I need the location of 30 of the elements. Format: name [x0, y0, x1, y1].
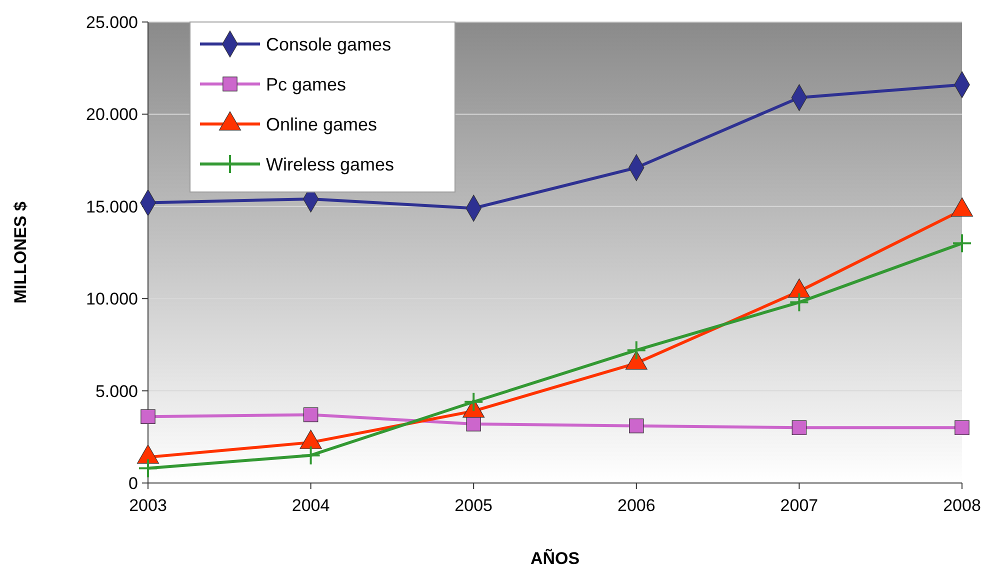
legend-label: Pc games	[266, 74, 346, 94]
y-tick-label: 0	[128, 474, 138, 493]
point	[140, 409, 156, 424]
point	[626, 340, 646, 360]
point	[952, 233, 972, 254]
y-tick-label: 10.000	[86, 290, 138, 309]
point	[138, 458, 158, 478]
x-tick-label: 2008	[943, 496, 981, 515]
x-axis-title: AÑOS	[530, 548, 580, 568]
y-tick-label: 5.000	[95, 382, 138, 401]
legend-label: Online games	[266, 114, 378, 134]
point	[303, 407, 318, 422]
point	[466, 416, 481, 432]
y-tick-label: 15.000	[86, 197, 138, 216]
y-tick-label: 20.000	[86, 105, 138, 124]
point	[464, 392, 484, 412]
x-tick-label: 2005	[454, 496, 493, 515]
point	[300, 445, 321, 466]
point	[954, 420, 970, 436]
x-tick-label: 2004	[292, 496, 330, 515]
point	[629, 418, 644, 434]
x-tick-label: 2003	[129, 496, 167, 515]
y-axis-title: MILLONES $	[11, 200, 30, 304]
point	[789, 292, 810, 312]
legend-label: Console games	[266, 34, 392, 54]
point	[792, 420, 807, 436]
y-tick-label: 25.000	[86, 12, 138, 32]
x-tick-label: 2006	[617, 496, 656, 515]
x-tick-label: 2007	[780, 496, 818, 515]
legend-label: Wireless games	[266, 154, 394, 174]
